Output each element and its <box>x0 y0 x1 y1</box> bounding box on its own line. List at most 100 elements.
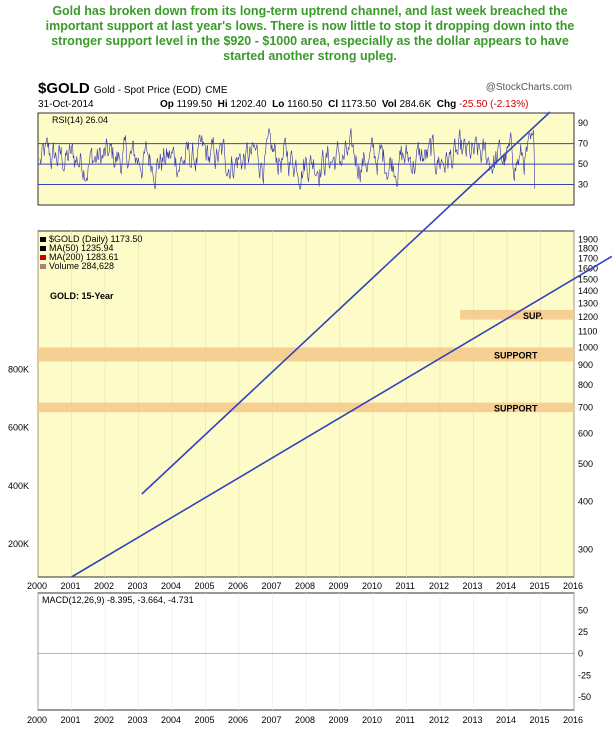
macd-x-tick: 2009 <box>329 715 349 725</box>
support-band-label: SUP. <box>523 311 543 321</box>
price-y-tick: 300 <box>578 545 593 555</box>
price-y-tick: 1900 <box>578 235 598 245</box>
macd-x-tick: 2015 <box>530 715 550 725</box>
price-x-tick: 2010 <box>362 581 382 591</box>
macd-x-tick: 2005 <box>195 715 215 725</box>
macd-y-tick: -25 <box>578 670 591 680</box>
macd-x-tick: 2014 <box>496 715 516 725</box>
price-y-tick: 1700 <box>578 253 598 263</box>
legend-entry: MA(200) 1283.61 <box>49 252 119 262</box>
legend-entry: $GOLD (Daily) 1173.50 <box>49 234 142 244</box>
watermark: @StockCharts.com <box>485 82 572 93</box>
macd-x-tick: 2003 <box>128 715 148 725</box>
volume-value: 284.6K <box>399 99 432 110</box>
change-label: Chg <box>436 99 457 110</box>
rsi-y-tick: 30 <box>578 180 588 190</box>
price-x-tick: 2016 <box>563 581 583 591</box>
price-y-tick: 1200 <box>578 312 598 322</box>
price-x-tick: 2009 <box>329 581 349 591</box>
macd-x-tick: 2010 <box>362 715 382 725</box>
rsi-y-tick: 70 <box>578 139 588 149</box>
price-x-tick: 2000 <box>27 581 47 591</box>
price-y-tick: 1500 <box>578 274 598 284</box>
macd-x-tick: 2013 <box>463 715 483 725</box>
legend-swatch <box>40 246 46 251</box>
price-y-tick: 500 <box>578 459 593 469</box>
legend-swatch <box>40 255 46 260</box>
price-x-tick: 2001 <box>61 581 81 591</box>
macd-title: MACD(12,26,9) -8.395, -3.664, -4.731 <box>42 595 194 605</box>
close-label: Cl <box>328 99 339 110</box>
macd-x-tick: 2016 <box>563 715 583 725</box>
support-band <box>38 402 574 413</box>
chart-commentary: Gold has broken down from its long-term … <box>45 4 575 63</box>
price-x-tick: 2014 <box>496 581 516 591</box>
symbol-title: $GOLD Gold - Spot Price (EOD) CME <box>38 80 228 97</box>
chart-annotation: GOLD: 15-Year <box>50 291 114 301</box>
macd-x-tick: 2006 <box>228 715 248 725</box>
macd-x-tick: 2004 <box>161 715 181 725</box>
support-band-label: SUPPORT <box>494 350 538 360</box>
price-y-tick: 900 <box>578 360 593 370</box>
price-y-tick: 1300 <box>578 298 598 308</box>
price-x-tick: 2012 <box>429 581 449 591</box>
legend-swatch <box>40 237 46 242</box>
price-x-tick: 2004 <box>161 581 181 591</box>
macd-x-tick: 2007 <box>262 715 282 725</box>
macd-x-tick: 2000 <box>27 715 47 725</box>
macd-x-tick: 2011 <box>396 715 415 725</box>
volume-y-tick: 400K <box>8 481 29 491</box>
legend-entry: Volume 284,628 <box>49 261 114 271</box>
symbol: $GOLD <box>38 80 90 97</box>
price-x-tick: 2015 <box>530 581 550 591</box>
high-label: Hi <box>217 99 228 110</box>
volume-y-tick: 600K <box>8 423 29 433</box>
volume-y-tick: 200K <box>8 539 29 549</box>
rsi-line <box>39 128 536 191</box>
price-x-tick: 2003 <box>128 581 148 591</box>
price-x-tick: 2007 <box>262 581 282 591</box>
ohlc-readout: Op 1199.50 Hi 1202.40 Lo 1160.50 Cl 1173… <box>160 99 528 110</box>
macd-x-tick: 2012 <box>429 715 449 725</box>
price-x-tick: 2002 <box>94 581 114 591</box>
legend-entry: MA(50) 1235.94 <box>49 243 114 253</box>
low-label: Lo <box>272 99 285 110</box>
legend-swatch <box>40 264 46 269</box>
price-x-tick: 2011 <box>396 581 415 591</box>
support-band <box>460 309 574 320</box>
price-y-tick: 700 <box>578 402 593 412</box>
upper-trendline <box>141 111 551 495</box>
price-y-tick: 1100 <box>578 326 597 336</box>
exchange: CME <box>205 85 228 96</box>
macd-y-tick: 25 <box>578 627 588 637</box>
price-x-tick: 2008 <box>295 581 315 591</box>
price-y-tick: 600 <box>578 428 593 438</box>
quote-date: 31-Oct-2014 <box>38 99 94 110</box>
price-y-tick: 400 <box>578 496 593 506</box>
macd-y-tick: 50 <box>578 605 588 615</box>
open-value: 1199.50 <box>176 99 213 110</box>
symbol-description: Gold - Spot Price (EOD) <box>93 85 202 96</box>
support-band-label: SUPPORT <box>494 403 538 413</box>
open-label: Op <box>160 99 174 110</box>
high-value: 1202.40 <box>230 99 267 110</box>
price-y-tick: 1400 <box>578 286 598 296</box>
volume-y-tick: 800K <box>8 364 29 374</box>
lower-trendline <box>71 255 612 578</box>
price-y-tick: 1600 <box>578 263 598 273</box>
macd-x-tick: 2002 <box>94 715 114 725</box>
price-y-tick: 800 <box>578 380 593 390</box>
price-x-tick: 2013 <box>463 581 483 591</box>
macd-y-tick: 0 <box>578 649 583 659</box>
price-y-tick: 1800 <box>578 244 598 254</box>
macd-x-tick: 2001 <box>61 715 81 725</box>
price-x-tick: 2005 <box>195 581 215 591</box>
rsi-title: RSI(14) 26.04 <box>52 115 108 125</box>
rsi-y-tick: 50 <box>578 159 588 169</box>
volume-label: Vol <box>381 99 397 110</box>
rsi-y-tick: 90 <box>578 118 588 128</box>
change-value: -25.50 (-2.13%) <box>458 99 529 110</box>
close-value: 1173.50 <box>340 99 377 110</box>
macd-y-tick: -50 <box>578 692 591 702</box>
price-x-tick: 2006 <box>228 581 248 591</box>
